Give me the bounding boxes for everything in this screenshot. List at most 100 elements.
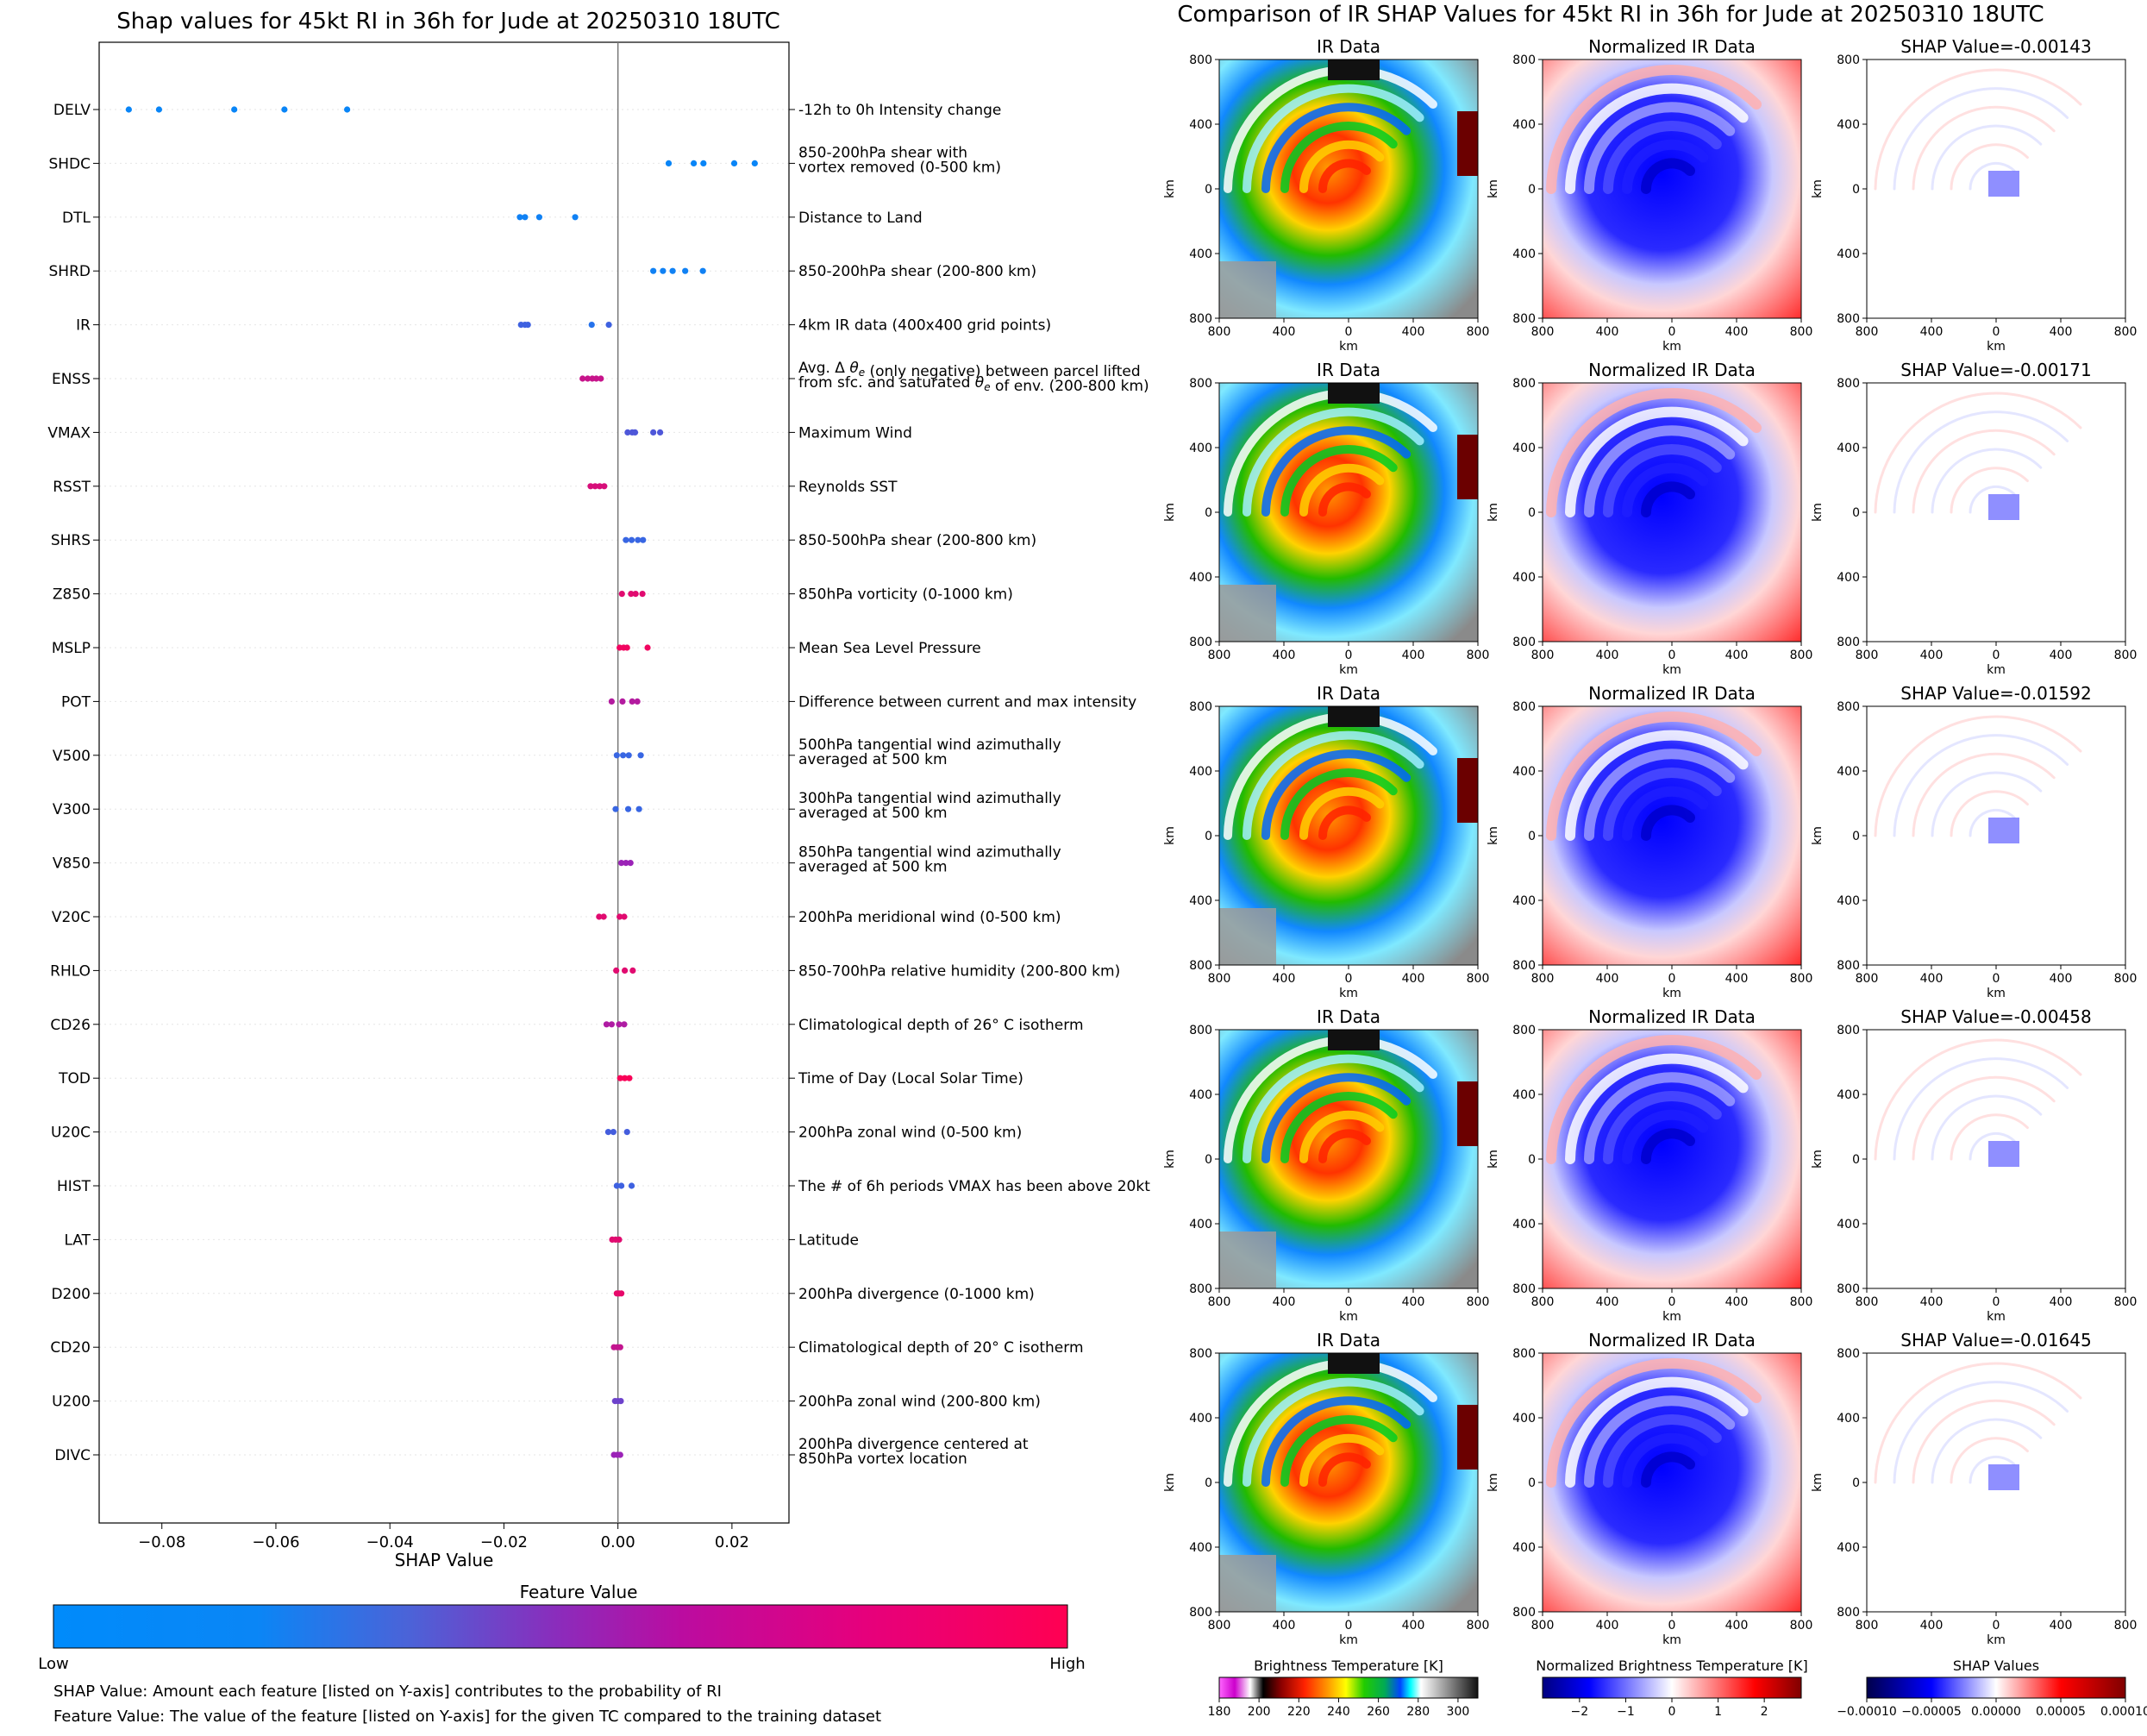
y-axis-label: km bbox=[1811, 503, 1825, 522]
x-tick-label: 400 bbox=[1273, 1295, 1296, 1309]
feature-label-v500: V500 bbox=[53, 748, 91, 765]
y-tick-label: 800 bbox=[1837, 1606, 1860, 1620]
feature-label-tod: TOD bbox=[58, 1070, 91, 1087]
panel-r3-c3: SHAP Value=-0.01592800800400400004004008… bbox=[1811, 683, 2137, 1000]
x-tick-label: 800 bbox=[1790, 649, 1813, 662]
y-tick-label: 0 bbox=[1852, 830, 1860, 843]
y-tick-label: 800 bbox=[1189, 1282, 1212, 1296]
ir-edge-blob bbox=[1457, 1081, 1478, 1146]
shap-point-dtl bbox=[572, 214, 579, 221]
feature-description: 200hPa meridional wind (0-500 km) bbox=[798, 909, 1061, 926]
feature-label-u200: U200 bbox=[52, 1394, 91, 1411]
y-tick-label: 800 bbox=[1837, 53, 1860, 67]
x-tick-label: 0 bbox=[1993, 972, 2000, 986]
swirl-band bbox=[1893, 1381, 2069, 1484]
y-tick-label: 0 bbox=[1528, 1153, 1536, 1167]
x-tick-label: 800 bbox=[1208, 1619, 1231, 1633]
normalized-image bbox=[1543, 1353, 1801, 1612]
y-tick-label: 800 bbox=[1512, 636, 1536, 649]
feature-description: Avg. Δ θe (only negative) between parcel… bbox=[798, 360, 1141, 380]
swirl-band bbox=[1243, 1377, 1424, 1487]
shap-point-dtl bbox=[535, 214, 543, 221]
colorbar-tick-label: −0.00010 bbox=[1837, 1705, 1897, 1719]
feature-label-v850: V850 bbox=[53, 855, 91, 873]
swirl-band bbox=[1546, 1357, 1762, 1488]
x-tick-label: 800 bbox=[1467, 1619, 1490, 1633]
shap-point-rsst bbox=[596, 483, 604, 490]
x-tick-label: 800 bbox=[1467, 1295, 1490, 1309]
shap-point-pot bbox=[634, 698, 641, 705]
swirl-band bbox=[1280, 122, 1398, 193]
feature-label-lat: LAT bbox=[64, 1231, 91, 1249]
x-tick-label: 400 bbox=[2050, 1619, 2073, 1633]
panel-r2-c3: SHAP Value=-0.00171800800400400004004008… bbox=[1811, 360, 2137, 677]
swirl-band bbox=[1603, 1091, 1722, 1164]
ir-cold-region bbox=[1219, 1555, 1276, 1612]
swirl-band bbox=[1299, 140, 1385, 193]
colorbar-tick-label: 0 bbox=[1668, 1705, 1676, 1719]
x-tick-label: 0 bbox=[1345, 325, 1353, 339]
swirl-band bbox=[1318, 1452, 1371, 1487]
shap-point-cd26 bbox=[621, 1021, 628, 1028]
ir-dark-blob bbox=[1328, 1030, 1380, 1050]
y-axis-label: km bbox=[1163, 503, 1177, 522]
shap-point-z850 bbox=[628, 591, 635, 598]
shap-point-rsst bbox=[587, 483, 594, 490]
feature-description: 850-500hPa shear (200-800 km) bbox=[798, 532, 1036, 549]
swirl-band bbox=[1243, 730, 1424, 840]
y-tick-label: 800 bbox=[1189, 1606, 1212, 1620]
y-tick-label: 400 bbox=[1837, 1088, 1860, 1102]
x-tick-label: 0 bbox=[1993, 649, 2000, 662]
swirl-band bbox=[1969, 1455, 2016, 1484]
y-tick-label: 800 bbox=[1512, 312, 1536, 326]
shap-point-delv bbox=[231, 106, 238, 113]
shap-point-shrd bbox=[650, 267, 657, 274]
shap-point-v500 bbox=[620, 752, 627, 759]
x-tick-label: 0 bbox=[1345, 972, 1353, 986]
swirl-band bbox=[1565, 1053, 1749, 1164]
x-tick-label: 800 bbox=[2114, 1295, 2138, 1309]
shap-point-pot bbox=[608, 698, 615, 705]
colorbar-tick-label: 240 bbox=[1327, 1705, 1350, 1719]
y-tick-label: 800 bbox=[1189, 53, 1212, 67]
x-axis-label: km bbox=[1987, 1633, 2006, 1647]
feature-description: 850hPa vorticity (0-1000 km) bbox=[798, 586, 1013, 604]
x-tick-label: −0.08 bbox=[138, 1533, 185, 1551]
shap-point-vmax bbox=[624, 429, 631, 436]
x-tick-label: 400 bbox=[1273, 972, 1296, 986]
feature-label-v20c: V20C bbox=[52, 909, 91, 926]
y-tick-label: 0 bbox=[1852, 1153, 1860, 1167]
y-axis-label: km bbox=[1163, 179, 1177, 198]
panel-title: IR Data bbox=[1317, 360, 1380, 380]
shap-point-ir bbox=[524, 322, 531, 329]
swirl-band bbox=[1622, 1432, 1709, 1488]
shap-point-cd26 bbox=[616, 1021, 623, 1028]
panel-r3-c2: Normalized IR Data8008004004000040040080… bbox=[1487, 683, 1812, 1000]
x-tick-label: 800 bbox=[2114, 325, 2138, 339]
swirl-band bbox=[1224, 388, 1437, 517]
feature-label-v300: V300 bbox=[53, 801, 91, 818]
feature-label-shrd: SHRD bbox=[49, 263, 91, 280]
shap-point-shdc bbox=[700, 160, 707, 166]
swirl-band bbox=[1641, 805, 1695, 841]
x-tick-label: −0.02 bbox=[480, 1533, 528, 1551]
panel-title: IR Data bbox=[1317, 36, 1380, 57]
feature-description: 300hPa tangential wind azimuthally bbox=[798, 790, 1061, 807]
swirl-band bbox=[1546, 711, 1762, 841]
feature-label-u20c: U20C bbox=[51, 1125, 91, 1142]
feature-value-colorbar: Feature Value Low High SHAP Value: Amoun… bbox=[38, 1582, 1085, 1726]
y-tick-label: 800 bbox=[1189, 312, 1212, 326]
x-axis-label: km bbox=[1662, 340, 1681, 354]
colorbar-tick-label: 280 bbox=[1406, 1705, 1430, 1719]
feature-label-vmax: VMAX bbox=[47, 424, 91, 442]
colorbar-tick-label: 0.00005 bbox=[2036, 1705, 2086, 1719]
y-tick-label: 400 bbox=[1837, 442, 1860, 455]
shap-point-delv bbox=[344, 106, 351, 113]
shap-point-shrd bbox=[699, 267, 706, 274]
y-tick-label: 400 bbox=[1189, 1541, 1212, 1555]
swirl-band bbox=[1584, 749, 1736, 841]
panel-title: IR Data bbox=[1317, 1330, 1380, 1351]
y-tick-label: 400 bbox=[1512, 894, 1536, 908]
